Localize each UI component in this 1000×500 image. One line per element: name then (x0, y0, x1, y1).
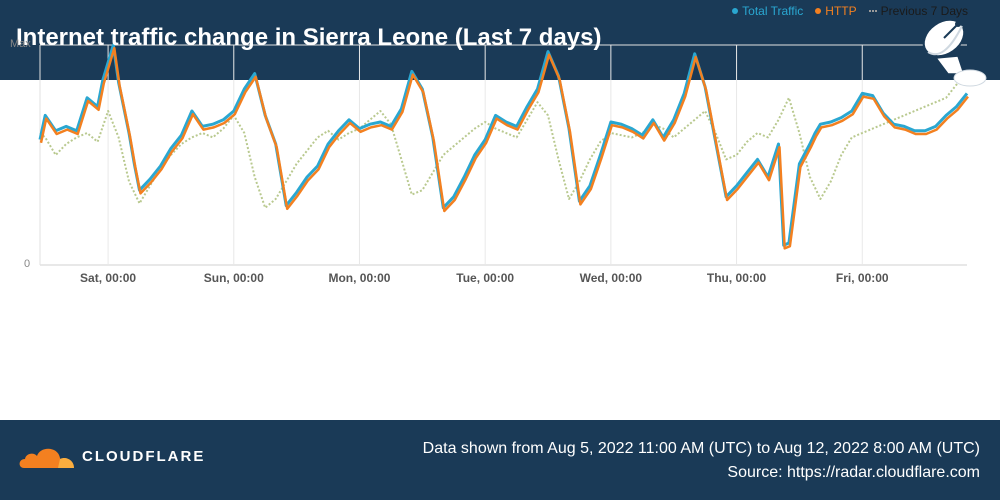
radar-dish-icon (922, 18, 987, 87)
cloudflare-logo[interactable]: CLOUDFLARE (18, 442, 205, 470)
brand-name: CLOUDFLARE (82, 447, 206, 465)
chart-grid (39, 44, 967, 266)
x-axis: Sat, 00:00 Sun, 00:00 Mon, 00:00 Tue, 00:00… (80, 271, 889, 285)
page-title: Internet traffic change in Sierra Leone … (16, 24, 602, 51)
series-previous-7-days (39, 70, 968, 209)
legend-item-total-traffic[interactable]: Total Traffic (732, 4, 803, 18)
chart-legend[interactable]: Total Traffic HTTP Previous 7 Days (732, 4, 968, 18)
x-tick-label: Sat, 00:00 (80, 271, 136, 285)
x-tick-label: Tue, 00:00 (456, 271, 514, 285)
x-tick-label: Wed, 00:00 (580, 271, 643, 285)
series-http (39, 46, 969, 250)
legend-dotted-line-icon (868, 10, 877, 12)
y-tick-label-max: Max (10, 38, 31, 50)
legend-item-http[interactable]: HTTP (815, 4, 857, 18)
x-tick-label: Thu, 00:00 (707, 271, 767, 285)
legend-label: Previous 7 Days (880, 4, 968, 18)
legend-dot-icon (732, 8, 739, 14)
x-tick-label: Fri, 00:00 (836, 271, 889, 285)
series-total-traffic (38, 43, 969, 247)
x-tick-label: Sun, 00:00 (204, 271, 264, 285)
header-band (0, 0, 1000, 80)
legend-item-previous-7-days[interactable]: Previous 7 Days (868, 4, 968, 18)
y-tick-label-zero: 0 (24, 258, 31, 270)
chart-series (38, 43, 969, 250)
traffic-chart: Sat, 00:00 Sun, 00:00 Mon, 00:00 Tue, 00:00… (38, 43, 969, 285)
legend-dot-icon (815, 8, 822, 14)
legend-label: HTTP (825, 4, 857, 18)
cloud-icon (19, 448, 74, 468)
source-text: Source: https://radar.cloudflare.com (727, 464, 980, 481)
footer-band (0, 420, 1000, 500)
legend-label: Total Traffic (742, 4, 804, 18)
x-tick-label: Mon, 00:00 (328, 271, 390, 285)
data-range-text: Data shown from Aug 5, 2022 11:00 AM (UT… (422, 440, 980, 457)
